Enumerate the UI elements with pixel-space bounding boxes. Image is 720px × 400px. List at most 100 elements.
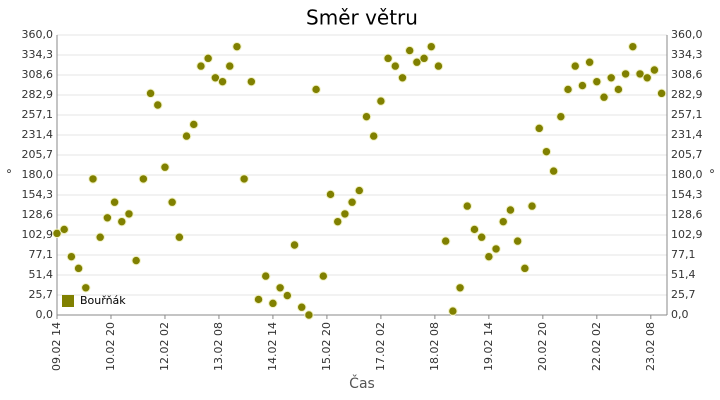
y2-tick-label: 128,6 — [671, 208, 703, 221]
point — [635, 69, 645, 79]
point — [577, 80, 588, 91]
point — [584, 57, 595, 67]
y2-tick-label: 308,6 — [671, 68, 703, 81]
point — [232, 41, 242, 52]
point — [484, 251, 494, 262]
x-tick-label: 09.02 14 — [50, 322, 63, 371]
point — [426, 41, 436, 52]
point — [81, 283, 91, 293]
point — [462, 201, 472, 211]
x-tick-label: 12.02 02 — [158, 322, 171, 371]
point — [253, 294, 264, 305]
y-axis-label: ° — [6, 168, 12, 182]
y2-tick-label: 231,4 — [671, 128, 703, 141]
point — [117, 216, 127, 227]
point — [95, 232, 105, 242]
point — [520, 263, 530, 274]
point — [174, 232, 185, 242]
y-tick-label: 51,4 — [29, 268, 54, 281]
y-tick-label: 154,3 — [22, 188, 54, 201]
y2-tick-label: 77,1 — [671, 248, 696, 261]
point — [649, 65, 660, 75]
point — [433, 61, 444, 71]
point — [541, 146, 552, 157]
point — [498, 216, 508, 227]
point — [642, 73, 652, 83]
point — [268, 298, 278, 309]
point — [109, 197, 120, 207]
point — [361, 111, 372, 122]
y-tick-label: 25,7 — [29, 288, 54, 301]
y-tick-label: 77,1 — [29, 248, 54, 261]
point — [167, 197, 177, 207]
x-tick-label: 20.02 20 — [536, 322, 549, 371]
y-tick-label: 205,7 — [22, 148, 54, 161]
chart-title: Směr větru — [306, 6, 418, 30]
point — [73, 263, 84, 274]
point — [570, 61, 580, 71]
y2-tick-label: 257,1 — [671, 108, 703, 121]
point — [599, 92, 609, 102]
x-axis-label: Čas — [349, 374, 375, 392]
point — [628, 41, 638, 52]
point — [196, 61, 206, 71]
y2-tick-label: 25,7 — [671, 288, 696, 301]
legend-swatch — [62, 295, 74, 307]
point — [390, 61, 400, 71]
point — [318, 271, 329, 281]
y-tick-label: 257,1 — [22, 108, 54, 121]
y-tick-label: 180,0 — [22, 168, 54, 181]
y-tick-label: 231,4 — [22, 128, 54, 141]
x-tick-label: 15.02 20 — [320, 322, 333, 371]
point — [282, 290, 293, 301]
point — [225, 61, 235, 71]
point — [505, 205, 516, 215]
point — [440, 236, 451, 246]
point — [66, 251, 77, 262]
y2-tick-label: 0,0 — [671, 308, 689, 321]
point — [59, 224, 69, 235]
point — [304, 310, 314, 320]
x-tick-label: 22.02 02 — [590, 322, 603, 371]
point — [354, 185, 365, 196]
point — [347, 197, 357, 207]
x-tick-label: 10.02 20 — [104, 322, 117, 371]
point — [556, 111, 566, 122]
point — [563, 84, 573, 95]
point — [261, 271, 271, 281]
point — [491, 244, 501, 254]
point — [592, 76, 602, 87]
point — [203, 53, 213, 64]
point — [275, 283, 285, 293]
point — [145, 88, 156, 99]
point — [512, 236, 523, 246]
y2-tick-label: 205,7 — [671, 148, 703, 161]
y2-axis-label: ° — [709, 168, 715, 182]
point — [289, 240, 300, 250]
point — [124, 209, 134, 219]
point — [613, 84, 624, 95]
x-tick-label: 18.02 08 — [428, 322, 441, 371]
point — [325, 189, 336, 200]
y-tick-label: 360,0 — [22, 28, 54, 41]
x-tick-label: 19.02 14 — [482, 322, 495, 371]
x-tick-label: 13.02 08 — [212, 322, 225, 371]
point — [102, 213, 113, 223]
point — [239, 174, 249, 184]
x-tick-label: 23.02 08 — [644, 322, 657, 371]
point — [340, 209, 350, 219]
point — [368, 131, 379, 141]
y2-tick-label: 180,0 — [671, 168, 703, 181]
y2-tick-label: 282,9 — [671, 88, 703, 101]
point — [131, 255, 141, 266]
point — [448, 306, 458, 316]
point — [383, 53, 393, 64]
point — [606, 73, 616, 83]
y2-tick-label: 334,3 — [671, 48, 703, 61]
point — [656, 88, 667, 99]
point — [548, 166, 559, 176]
point — [419, 53, 429, 64]
point — [88, 174, 98, 184]
point — [469, 224, 480, 235]
